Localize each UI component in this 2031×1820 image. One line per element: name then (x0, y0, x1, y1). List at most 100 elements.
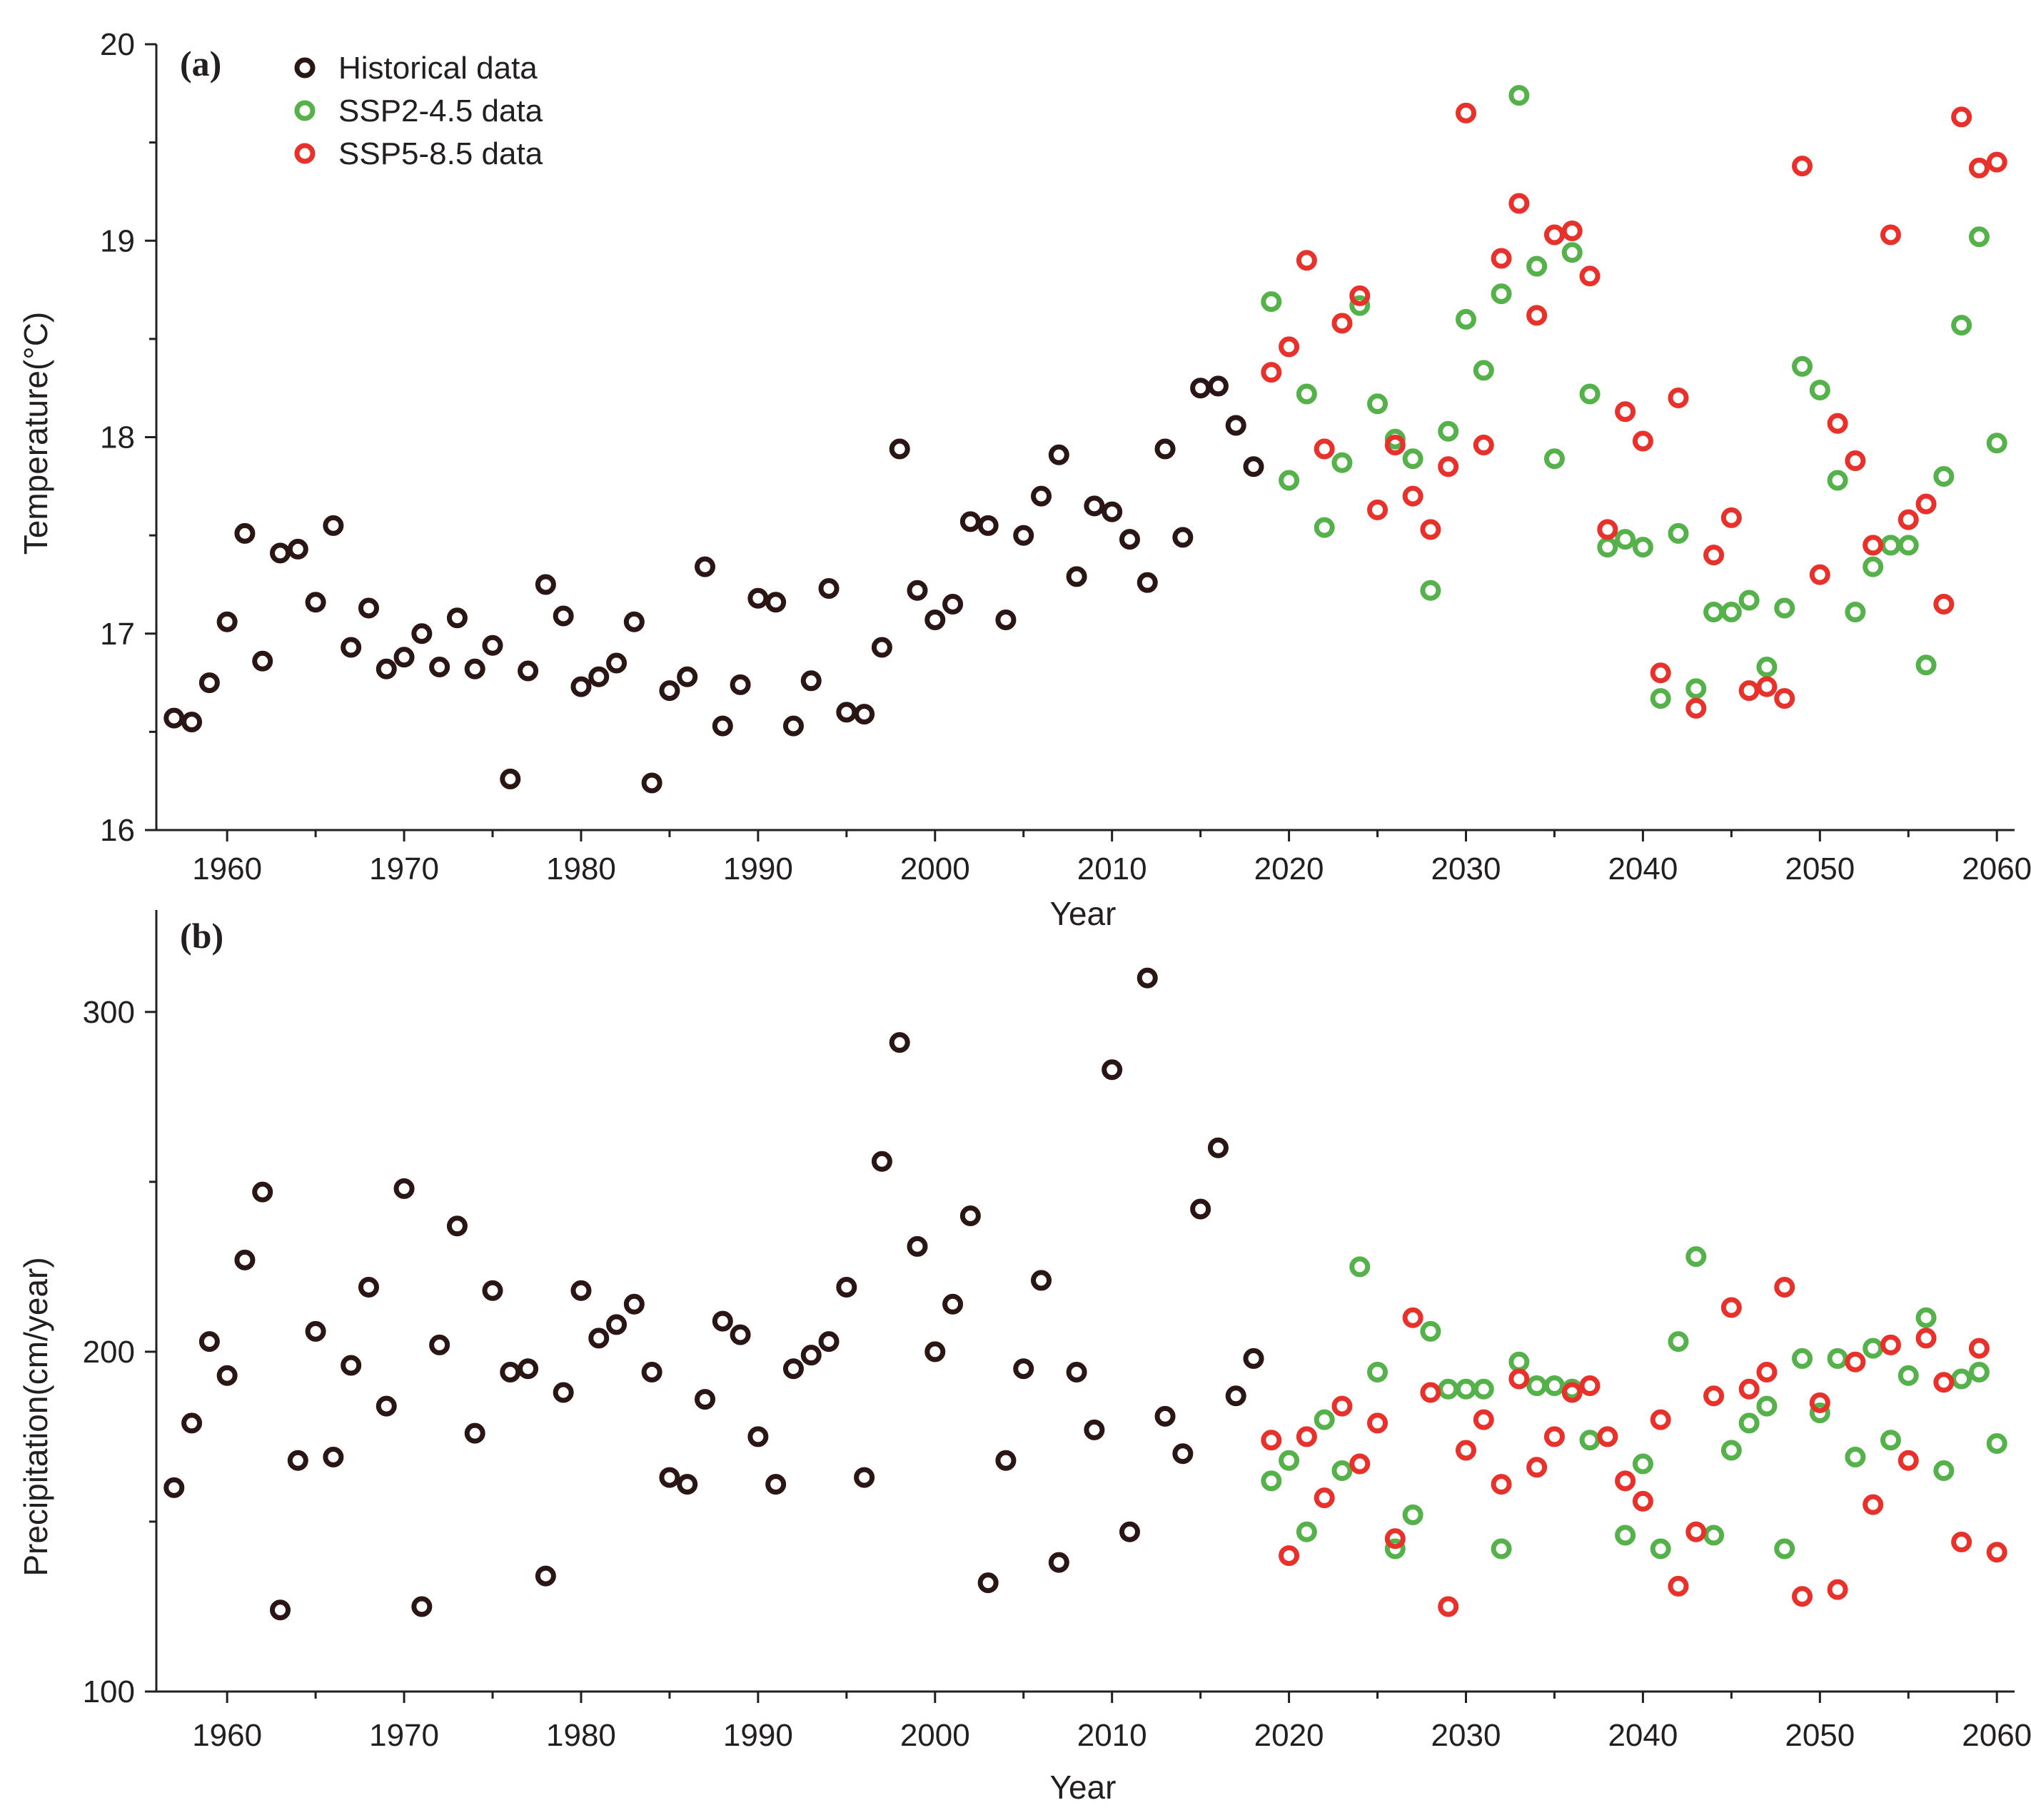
temperature-point-historical (270, 542, 291, 564)
temperature-point-historical (977, 515, 999, 536)
temperature-point-ssp245 (1615, 529, 1636, 550)
temperature-point-ssp585 (1402, 485, 1423, 507)
temperature-x-tick-label: 2040 (1608, 851, 1678, 886)
precipitation-point-historical (942, 1293, 964, 1315)
precipitation-point-historical (677, 1474, 698, 1495)
temperature-point-ssp245 (1261, 291, 1282, 313)
temperature-point-ssp585 (1331, 313, 1353, 334)
precipitation-point-historical (305, 1320, 326, 1342)
precipitation-point-historical (959, 1205, 981, 1226)
temperature-point-ssp585 (1756, 676, 1778, 697)
precipitation-point-ssp585 (1703, 1385, 1725, 1407)
temperature-point-ssp245 (1526, 256, 1548, 277)
legend-label-historical: Historical data (338, 51, 538, 86)
precipitation-point-ssp585 (1756, 1361, 1778, 1382)
precipitation-point-historical (553, 1382, 574, 1403)
precipitation-point-ssp585 (1845, 1351, 1866, 1372)
temperature-point-historical (198, 672, 220, 694)
precipitation-point-historical (623, 1293, 645, 1315)
precipitation-point-ssp245 (1473, 1378, 1494, 1400)
temperature-point-historical (871, 637, 892, 658)
temperature-point-ssp585 (1314, 438, 1335, 460)
precipitation-point-historical (889, 1032, 910, 1053)
precipitation-point-ssp585 (1933, 1372, 1955, 1393)
precipitation-point-ssp245 (1951, 1368, 1972, 1390)
temperature-point-historical (163, 707, 185, 729)
temperature-point-ssp585 (1420, 519, 1441, 540)
temperature-point-historical (1243, 456, 1264, 477)
precipitation-point-ssp585 (1615, 1470, 1636, 1492)
precipitation-point-historical (1119, 1521, 1140, 1542)
temperature-point-ssp245 (1279, 470, 1300, 491)
precipitation-point-ssp585 (1349, 1453, 1371, 1475)
precipitation-point-historical (1154, 1405, 1176, 1427)
precipitation-point-ssp245 (1331, 1460, 1353, 1482)
temperature-point-ssp585 (1526, 305, 1548, 326)
precipitation-point-ssp585 (1508, 1368, 1530, 1390)
panel-b-label: (b) (180, 916, 223, 956)
temperature-point-ssp245 (1331, 452, 1353, 473)
precipitation-point-historical (1066, 1361, 1087, 1382)
precipitation-point-ssp585 (1314, 1487, 1335, 1509)
precipitation-point-ssp585 (1968, 1338, 1990, 1359)
temperature-point-ssp585 (1597, 519, 1618, 540)
precipitation-point-historical (659, 1467, 680, 1488)
precipitation-point-ssp585 (1455, 1440, 1476, 1461)
temperature-x-tick-label: 2020 (1254, 851, 1324, 886)
precipitation-point-historical (695, 1389, 716, 1410)
precipitation-point-historical (995, 1450, 1017, 1471)
temperature-y-tick-label: 16 (100, 813, 135, 848)
temperature-point-ssp585 (1384, 435, 1406, 456)
temperature-point-historical (358, 597, 379, 619)
temperature-point-ssp585 (1898, 509, 1919, 530)
precipitation-point-historical (163, 1477, 185, 1498)
temperature-point-ssp585 (1880, 224, 1901, 246)
temperature-point-historical (500, 768, 521, 789)
temperature-point-ssp245 (1561, 242, 1583, 263)
precipitation-point-ssp245 (1491, 1538, 1512, 1559)
precipitation-point-ssp585 (1296, 1426, 1317, 1447)
temperature-point-ssp245 (1915, 654, 1937, 676)
temperature-point-ssp585 (1296, 250, 1317, 271)
precipitation-point-historical (1102, 1059, 1123, 1081)
temperature-point-ssp585 (1668, 387, 1689, 408)
precipitation-point-ssp245 (1827, 1348, 1848, 1369)
precipitation-point-ssp245 (1314, 1409, 1335, 1430)
precipitation-point-historical (765, 1474, 787, 1495)
precipitation-point-historical (252, 1181, 273, 1203)
temperature-point-ssp245 (1827, 470, 1848, 491)
precipitation-point-ssp585 (1261, 1430, 1282, 1451)
temperature-y-tick-label: 20 (100, 27, 135, 62)
temperature-point-historical (959, 511, 981, 532)
precipitation-point-ssp585 (1650, 1409, 1671, 1430)
temperature-point-ssp585 (1933, 593, 1955, 615)
precipitation-point-historical (287, 1450, 308, 1471)
precipitation-point-ssp245 (1279, 1450, 1300, 1471)
temperature-point-historical (305, 592, 326, 613)
precipitation-point-ssp585 (1986, 1542, 2007, 1563)
precipitation-point-ssp585 (1491, 1474, 1512, 1495)
temperature-point-historical (588, 666, 610, 687)
precipitation-point-historical (730, 1324, 751, 1345)
precipitation-point-ssp245 (1632, 1453, 1653, 1475)
temperature-point-historical (712, 715, 733, 737)
temperature-point-historical (1154, 438, 1176, 460)
temperature-point-historical (518, 660, 539, 682)
precipitation-x-tick-label: 1970 (369, 1718, 439, 1753)
precipitation-point-historical (588, 1328, 610, 1349)
temperature-point-ssp585 (1367, 499, 1389, 520)
temperature-point-ssp245 (1792, 355, 1813, 377)
temperature-point-ssp245 (1367, 393, 1389, 415)
temperature-y-tick-label: 19 (100, 223, 135, 258)
temperature-point-ssp245 (1349, 295, 1371, 316)
temperature-point-historical (446, 607, 468, 629)
precipitation-point-historical (712, 1310, 733, 1332)
temperature-x-tick-label: 2000 (900, 851, 970, 886)
precipitation-point-historical (535, 1565, 556, 1587)
precipitation-point-ssp245 (1720, 1440, 1742, 1461)
precipitation-x-tick-label: 2030 (1431, 1718, 1501, 1753)
precipitation-panel: (b) Precipitation(cm/year) Year 1960 1970… (17, 910, 2031, 1806)
precipitation-point-ssp245 (1402, 1504, 1423, 1525)
precipitation-point-historical (323, 1447, 344, 1467)
temperature-point-ssp245 (1685, 678, 1707, 699)
